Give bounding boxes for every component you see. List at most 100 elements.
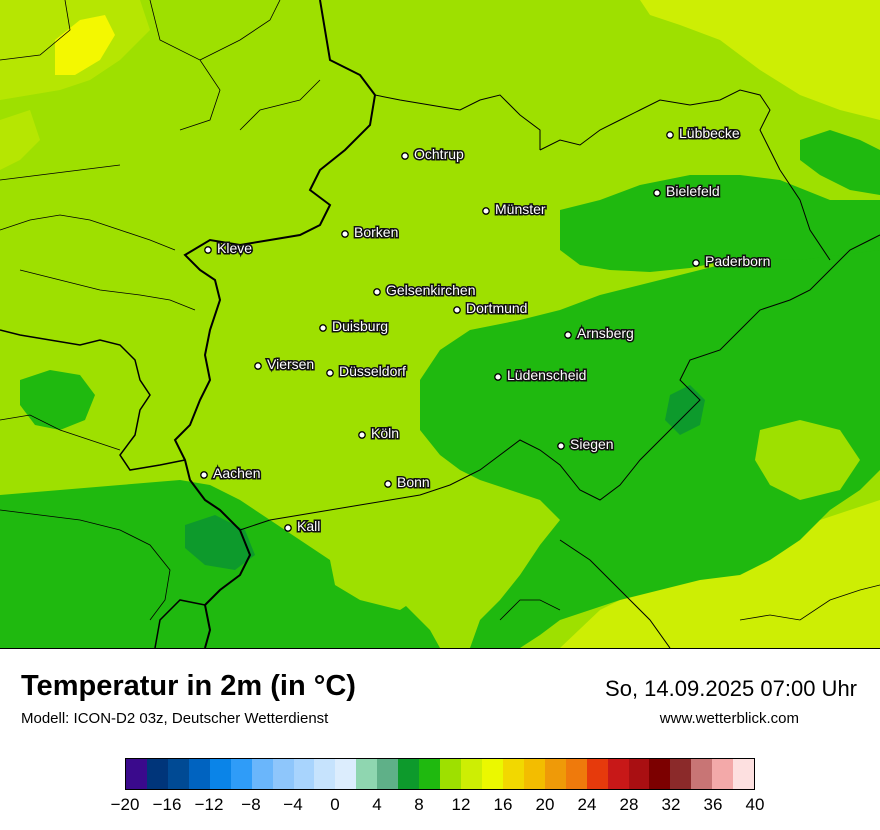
city-label: Gelsenkirchen — [386, 282, 476, 298]
nl-be-border — [0, 329, 186, 471]
legend-tick: 0 — [330, 795, 340, 814]
forecast-datetime: So, 14.09.2025 07:00 Uhr — [605, 676, 857, 701]
city-marker: Borken — [341, 223, 400, 242]
city-marker: Ochtrup — [401, 145, 466, 164]
temp-field-10-12-pocket-south — [330, 545, 430, 610]
legend-tick: −20 — [110, 795, 140, 814]
city-markers: Lübbecke Ochtrup Bielefeld Münster Borken Kle… — [200, 124, 772, 536]
city-label: Kall — [297, 518, 320, 534]
legend-swatch — [314, 759, 336, 789]
legend-tick-labels: −20 −16 −12 −8 −4 0 4 8 12 16 20 24 28 32 36 40 — [111, 795, 765, 819]
legend-swatch — [377, 759, 399, 789]
legend-swatch — [146, 759, 168, 789]
map-title: Temperatur in 2m (in °C) — [21, 670, 356, 702]
city-dot — [494, 373, 502, 381]
legend-swatch — [607, 759, 629, 789]
city-dot — [453, 306, 461, 314]
city-marker: Bonn — [384, 473, 431, 492]
national-border — [173, 0, 377, 648]
city-marker: Arnsberg — [564, 324, 635, 343]
legend-swatch — [272, 759, 294, 789]
legend-swatch — [565, 759, 587, 789]
city-dot — [254, 362, 262, 370]
legend-tick: −4 — [283, 795, 303, 814]
state-border-hessen — [779, 169, 831, 261]
city-label: Paderborn — [705, 253, 770, 269]
legend-swatch — [440, 759, 461, 789]
temperature-map: Lübbecke Ochtrup Bielefeld Münster Borken Kle… — [0, 0, 880, 649]
legend-swatch — [126, 759, 147, 789]
legend-tick: 40 — [745, 795, 765, 814]
city-marker: Köln — [358, 424, 401, 443]
legend-tick: −12 — [194, 795, 224, 814]
legend-swatch — [356, 759, 378, 789]
state-border-rlp — [239, 234, 880, 531]
city-dot — [653, 189, 661, 197]
city-marker: Bielefeld — [653, 182, 721, 201]
city-marker: Duisburg — [319, 317, 390, 336]
legend-tick: 36 — [703, 795, 723, 814]
legend-swatch — [670, 759, 692, 789]
state-border-nds-north — [539, 89, 781, 171]
legend-tick: −8 — [241, 795, 261, 814]
city-label: Duisburg — [332, 318, 388, 334]
city-dot — [401, 152, 409, 160]
city-marker: Kleve — [204, 239, 254, 258]
legend-swatch — [544, 759, 566, 789]
city-marker: Viersen — [254, 355, 316, 374]
borders — [0, 0, 880, 648]
city-label: Lüdenscheid — [507, 367, 586, 383]
legend-tick: 12 — [451, 795, 471, 814]
legend-swatch — [398, 759, 420, 789]
legend-swatch — [523, 759, 545, 789]
model-info: Modell: ICON-D2 03z, Deutscher Wetterdie… — [21, 710, 329, 727]
legend-swatch — [230, 759, 252, 789]
legend-swatch — [209, 759, 231, 789]
city-label: Münster — [495, 201, 546, 217]
legend-tick: 28 — [619, 795, 639, 814]
admin-lines-be — [0, 414, 171, 621]
city-label: Ochtrup — [414, 146, 464, 162]
be-lux-border — [154, 599, 206, 648]
city-dot — [319, 324, 327, 332]
temp-field-8-10-east-patch — [800, 130, 880, 195]
city-marker: Münster — [482, 200, 547, 219]
temp-field-12-14-northeast — [640, 0, 880, 120]
city-marker: Aachen — [200, 464, 262, 483]
color-scale-legend — [125, 758, 755, 790]
temp-field-8-10-lowland-patch — [20, 370, 95, 430]
legend-tick: −16 — [152, 795, 182, 814]
city-label: Dortmund — [466, 300, 527, 316]
legend-swatch — [502, 759, 524, 789]
state-border-south — [559, 539, 671, 648]
legend-tick: 20 — [535, 795, 555, 814]
city-label: Bonn — [397, 474, 430, 490]
temp-field-10-12-pocket — [755, 420, 860, 500]
city-dot — [557, 442, 565, 450]
city-dot — [482, 207, 490, 215]
legend-tick: 4 — [372, 795, 382, 814]
legend-swatch — [628, 759, 650, 789]
city-marker: Düsseldorf — [326, 362, 408, 381]
city-dot — [204, 246, 212, 254]
legend-swatch — [251, 759, 273, 789]
city-label: Köln — [371, 425, 399, 441]
city-label: Siegen — [570, 436, 614, 452]
city-dot — [284, 524, 292, 532]
city-marker: Dortmund — [453, 299, 529, 318]
legend-swatch — [335, 759, 357, 789]
legend-tick: 32 — [661, 795, 681, 814]
city-dot — [358, 431, 366, 439]
admin-lines-de-south — [499, 584, 880, 621]
city-dot — [564, 331, 572, 339]
temp-field-8-10-sauerland — [420, 240, 880, 648]
city-label: Aachen — [213, 465, 260, 481]
temp-field-12-14-west — [0, 110, 40, 170]
legend-swatch — [188, 759, 210, 789]
temp-field-6-8-east-patch — [665, 385, 705, 435]
city-label: Kleve — [217, 240, 252, 256]
city-label: Viersen — [267, 356, 314, 372]
city-marker: Siegen — [557, 435, 615, 454]
website-link[interactable]: www.wetterblick.com — [659, 710, 799, 727]
city-marker: Kall — [284, 517, 322, 536]
